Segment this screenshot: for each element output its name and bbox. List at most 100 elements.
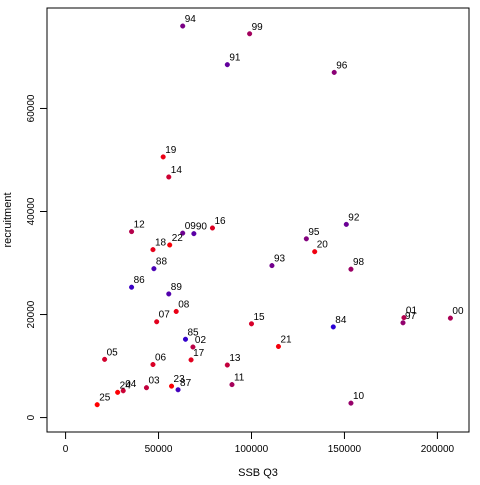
x-tick-label: 0 [63,444,69,455]
data-point-18 [150,247,156,253]
y-tick-label: 20000 [26,300,37,328]
data-point-06 [150,361,156,368]
x-tick-label: 200000 [421,444,455,455]
point-label-88: 88 [156,257,168,268]
point-label-98: 98 [353,257,365,268]
x-tick-label: 50000 [145,444,173,455]
point-label-93: 93 [274,254,286,265]
point-label-11: 11 [234,373,245,384]
data-point-89 [166,291,172,297]
y-tick-label: 60000 [26,94,37,122]
point-label-15: 15 [253,312,265,323]
x-tick-label: 100000 [235,444,269,455]
data-point-99 [247,31,253,37]
point-label-92: 92 [348,212,360,223]
data-point-11 [229,382,235,388]
y-tick-label: 0 [26,414,37,420]
point-label-01: 01 [406,306,418,317]
point-label-07: 07 [159,310,171,321]
point-label-03: 03 [148,376,160,387]
data-point-86 [129,284,135,290]
data-point-24 [115,389,121,395]
data-point-17 [188,357,194,363]
data-point-02 [190,344,196,350]
point-label-05: 05 [107,347,119,358]
y-axis-label: recruitment [2,192,14,247]
point-label-21: 21 [280,334,292,345]
data-point-08 [173,308,179,314]
data-point-84 [330,324,336,330]
point-label-09: 09 [185,221,197,232]
point-label-90: 90 [196,222,208,233]
data-point-92 [343,221,349,227]
y-tick-label: 40000 [26,197,37,225]
data-point-98 [348,266,354,272]
point-label-97: 97 [405,311,417,322]
data-point-14 [166,174,172,180]
point-label-10: 10 [353,391,365,402]
point-label-08: 08 [178,299,190,310]
data-point-85 [182,336,189,342]
x-axis: 0 50000 100000 150000 200000 [63,431,455,455]
point-label-86: 86 [134,275,146,286]
data-point-01 [401,315,407,321]
data-point-04 [120,388,126,394]
point-label-89: 89 [171,282,183,293]
point-label-18: 18 [155,238,167,249]
point-label-14: 14 [171,165,183,176]
data-points: 84 85 86 87 88 89 90 91 92 93 94 95 96 97 98 99 00 01 02 03… [94,14,464,408]
x-tick-label: 150000 [328,444,362,455]
point-label-87: 87 [180,378,192,389]
data-point-10 [348,400,354,406]
data-point-15 [248,321,255,327]
point-label-85: 85 [187,327,199,338]
point-label-19: 19 [165,145,177,156]
data-point-22 [167,242,173,248]
data-point-23 [169,383,175,389]
point-label-06: 06 [155,353,167,364]
point-label-22: 22 [172,233,184,244]
data-point-94 [180,23,186,29]
point-label-84: 84 [335,315,347,326]
data-point-87 [175,387,181,393]
point-label-95: 95 [308,227,320,238]
point-label-24: 24 [120,380,132,391]
data-point-25 [94,402,100,408]
point-label-16: 16 [214,216,226,227]
data-point-16 [209,225,216,231]
data-point-95 [303,236,309,242]
data-point-96 [331,69,337,75]
data-point-93 [269,263,275,269]
data-point-12 [129,229,135,235]
data-point-91 [224,62,230,68]
point-label-00: 00 [452,306,464,317]
point-label-99: 99 [252,22,264,33]
point-label-94: 94 [185,14,197,25]
point-label-13: 13 [229,353,241,364]
point-label-17: 17 [193,348,205,359]
point-label-12: 12 [134,220,146,231]
data-point-03 [143,385,150,391]
x-axis-label: SSB Q3 [238,467,278,479]
data-point-21 [275,343,281,350]
point-label-20: 20 [317,240,329,251]
point-label-25: 25 [99,393,111,404]
data-point-13 [224,362,230,368]
data-point-07 [154,319,160,325]
data-point-05 [102,356,108,362]
data-point-19 [160,154,166,160]
point-label-91: 91 [229,53,241,64]
y-axis: 0 20000 40000 60000 [26,94,48,420]
data-point-90 [191,231,197,237]
plot-frame [46,7,470,433]
data-point-00 [447,315,453,321]
point-label-02: 02 [195,335,207,346]
data-point-97 [400,320,406,326]
point-label-23: 23 [174,374,186,385]
point-label-04: 04 [125,379,137,390]
data-point-88 [151,266,157,272]
point-label-96: 96 [336,60,348,71]
data-point-09 [180,230,186,236]
